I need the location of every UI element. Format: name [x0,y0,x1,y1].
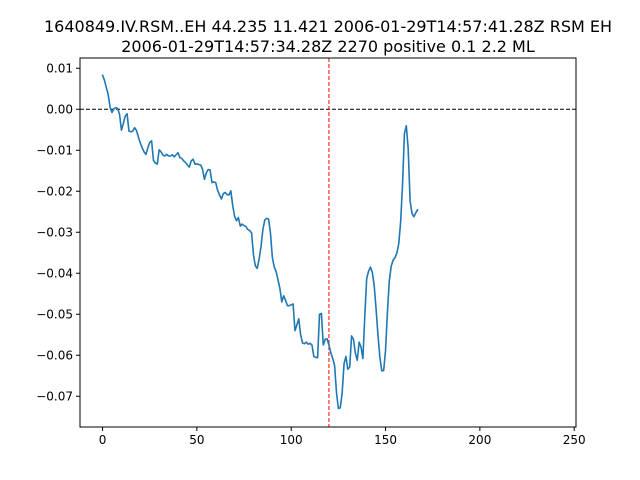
y-tick-label: 0.00 [46,102,73,116]
chart-title-line-2: 2006-01-29T14:57:34.28Z 2270 positive 0.… [121,37,535,56]
y-tick-label: 0.01 [46,61,73,75]
y-tick-label: −0.03 [36,225,73,239]
x-tick-label: 0 [99,433,107,447]
x-axis-ticks: 0 50 100 150 200 250 [99,427,586,447]
x-tick-label: 250 [563,433,586,447]
y-tick-label: −0.07 [36,389,73,403]
x-tick-label: 200 [468,433,491,447]
x-tick-label: 150 [374,433,397,447]
waveform-series-line [101,74,419,410]
plot-area [80,58,576,427]
y-tick-label: −0.04 [36,266,73,280]
x-tick-label: 50 [189,433,204,447]
y-tick-label: −0.06 [36,348,73,362]
y-axis-ticks: 0.01 0.00 −0.01 −0.02 −0.03 −0.04 −0.05 −0.06 −0… [36,61,80,403]
y-tick-label: −0.01 [36,143,73,157]
axes-frame [79,57,577,428]
x-tick-label: 100 [280,433,303,447]
y-tick-label: −0.05 [36,307,73,321]
chart-title-line-1: 1640849.IV.RSM..EH 44.235 11.421 2006-01… [44,17,612,36]
y-tick-label: −0.02 [36,184,73,198]
